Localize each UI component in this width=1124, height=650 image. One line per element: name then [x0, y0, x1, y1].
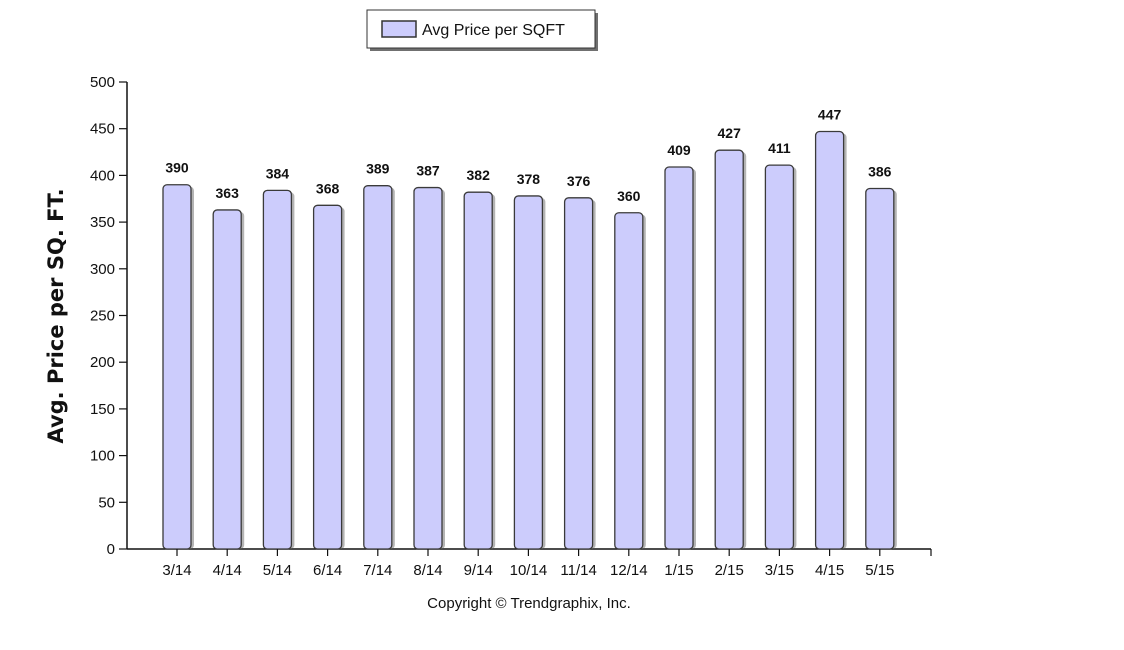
- data-label: 368: [316, 180, 340, 196]
- y-axis-ticks: 0 50 100 150 200 250 300 350 400 450 500: [90, 74, 127, 558]
- y-tick-label: 50: [98, 494, 115, 511]
- data-label: 363: [216, 185, 240, 201]
- x-tick-label: 5/15: [865, 562, 894, 579]
- x-tick-label: 6/14: [313, 562, 342, 579]
- bar: [262, 189, 293, 550]
- x-tick-label: 8/14: [413, 562, 442, 579]
- legend-label: Avg Price per SQFT: [422, 22, 565, 39]
- x-tick-label: 4/15: [815, 562, 844, 579]
- y-tick-label: 200: [90, 354, 115, 371]
- bar: [664, 166, 694, 550]
- bar: [764, 164, 795, 550]
- data-label: 378: [517, 171, 541, 187]
- x-tick-label: 12/14: [610, 562, 648, 579]
- data-label: 384: [266, 165, 290, 181]
- x-tick-label: 3/15: [765, 562, 794, 579]
- legend-swatch: [381, 20, 417, 38]
- y-tick-label: 250: [90, 308, 115, 325]
- y-tick-label: 100: [90, 448, 115, 465]
- bar: [463, 191, 493, 550]
- data-label: 386: [868, 163, 892, 179]
- bar: [162, 184, 192, 550]
- x-tick-label: 9/14: [464, 562, 493, 579]
- data-label: 389: [366, 161, 390, 177]
- bar: [312, 204, 343, 550]
- copyright-text: Copyright © Trendgraphix, Inc.: [427, 595, 631, 612]
- x-tick-label: 11/14: [560, 562, 596, 579]
- bar: [212, 209, 242, 550]
- x-tick-label: 7/14: [363, 562, 392, 579]
- y-tick-label: 400: [90, 167, 115, 184]
- data-label: 447: [818, 107, 842, 123]
- y-tick-label: 350: [90, 214, 115, 231]
- x-axis-ticks: 3/14 4/14 5/14 6/14 7/14 8/14 9/14 10/14 11/14 12…: [162, 549, 932, 579]
- legend: Avg Price per SQFT: [366, 9, 598, 51]
- data-label: 360: [617, 188, 641, 204]
- x-tick-label: 3/14: [162, 562, 191, 579]
- x-tick-label: 4/14: [213, 562, 242, 579]
- y-axis-label: Avg. Price per SQ. FT.: [44, 188, 68, 443]
- bars: [162, 130, 897, 550]
- x-tick-label: 10/14: [510, 562, 548, 579]
- bar: [714, 149, 744, 550]
- y-tick-label: 150: [90, 401, 115, 418]
- bar: [413, 186, 443, 550]
- data-label: 382: [467, 167, 491, 183]
- bar: [563, 197, 594, 550]
- y-tick-label: 450: [90, 121, 115, 138]
- bar: [865, 187, 895, 550]
- x-tick-label: 1/15: [664, 562, 693, 579]
- y-tick-label: 0: [107, 541, 115, 558]
- data-label: 387: [416, 163, 440, 179]
- data-labels: 390 363 384 368 389 387 382 378 376 360 409 427 411 4…: [165, 107, 891, 204]
- data-label: 427: [718, 125, 742, 141]
- x-tick-label: 2/15: [715, 562, 744, 579]
- y-tick-label: 300: [90, 261, 115, 278]
- bar: [513, 195, 544, 550]
- data-label: 409: [667, 142, 691, 158]
- y-tick-label: 500: [90, 74, 115, 91]
- bar: [814, 130, 845, 550]
- bar: [614, 212, 644, 550]
- x-tick-label: 5/14: [263, 562, 292, 579]
- data-label: 411: [768, 140, 791, 156]
- data-label: 376: [567, 173, 591, 189]
- data-label: 390: [165, 160, 189, 176]
- bar: [363, 185, 393, 550]
